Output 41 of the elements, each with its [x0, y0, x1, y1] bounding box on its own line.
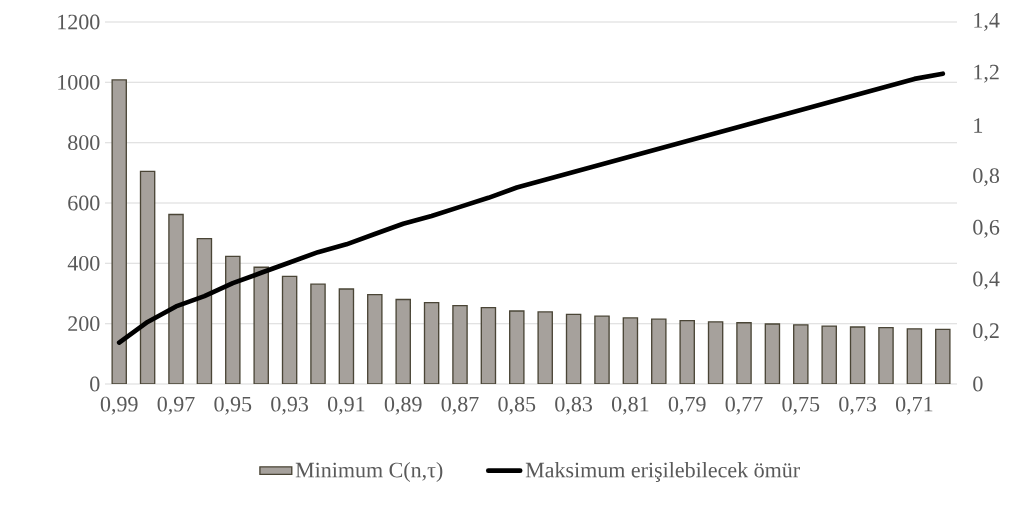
bar: [281, 275, 298, 384]
y2-tick-label: 1,2: [974, 64, 999, 83]
bar: [111, 79, 127, 384]
y2-tick-label: 0,2: [973, 323, 999, 342]
y2-tick-label: 0,4: [973, 271, 1000, 290]
bar: [906, 328, 923, 384]
y2-tick-label: 0,8: [973, 168, 1000, 187]
bar: [423, 301, 440, 384]
y2-tick-label: 0: [973, 376, 983, 392]
y2-tick-label: 1: [974, 118, 983, 133]
y-tick-label: 400: [67, 255, 100, 271]
x-tick-label: 0,87: [441, 396, 479, 415]
x-tick-label: 0,83: [555, 396, 592, 415]
x-tick-label: 0,99: [100, 396, 138, 415]
bar: [679, 319, 695, 384]
bar: [480, 307, 497, 384]
x-tick-label: 0,93: [271, 396, 308, 415]
bar: [367, 294, 383, 384]
x-tick-label: 0,85: [498, 396, 536, 415]
x-tick-label: 0,81: [611, 396, 649, 415]
y-tick-label: 600: [68, 195, 100, 211]
y-tick-label: 200: [68, 316, 100, 332]
legend-label: Minimum C(n,τ): [295, 462, 443, 482]
y-tick-label: 1000: [58, 74, 100, 90]
x-tick-label: 0,71: [895, 396, 933, 415]
x-tick-label: 0,91: [327, 396, 365, 415]
x-tick-label: 0,79: [668, 396, 706, 415]
y2-tick-label: 0,6: [973, 219, 1000, 238]
y-tick-label: 0: [90, 376, 100, 392]
x-tick-label: 0,73: [839, 396, 876, 415]
bar: [395, 298, 411, 384]
bar: [338, 288, 355, 384]
x-tick-label: 0,95: [214, 396, 252, 415]
legend-label: Maksimum erişilebilecek ömür: [525, 462, 800, 482]
y2-tick-label: 1,4: [974, 13, 1000, 31]
x-tick-label: 0,97: [157, 396, 195, 415]
x-tick-label: 0,75: [782, 396, 820, 415]
x-tick-label: 0,77: [725, 396, 763, 415]
y-tick-label: 1200: [58, 14, 100, 30]
x-tick-label: 0,89: [384, 396, 422, 415]
y-tick-label: 800: [68, 135, 100, 151]
